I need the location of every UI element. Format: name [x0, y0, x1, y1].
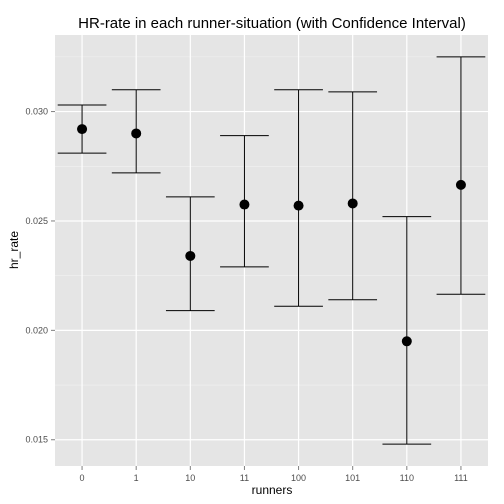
x-tick-label: 100 — [291, 473, 306, 483]
y-tick-label: 0.015 — [25, 435, 48, 445]
x-tick-label: 101 — [345, 473, 360, 483]
data-point — [293, 200, 304, 211]
data-point — [239, 199, 250, 210]
data-point — [401, 336, 412, 347]
x-tick-label: 10 — [185, 473, 195, 483]
data-point — [347, 198, 358, 209]
data-point — [455, 179, 466, 190]
y-tick-label: 0.025 — [25, 216, 48, 226]
x-tick-label: 110 — [400, 473, 414, 483]
x-axis: 0 1 10 11 100 101 110 111 — [80, 466, 468, 483]
data-point — [185, 250, 196, 261]
error-bars — [57, 56, 486, 445]
x-tick-label: 111 — [454, 473, 468, 483]
data-point — [77, 124, 88, 135]
y-axis: 0.015 0.020 0.025 0.030 — [25, 107, 55, 445]
y-axis-title: hr_rate — [7, 231, 21, 269]
x-tick-label: 1 — [134, 473, 139, 483]
plot-panel — [55, 35, 488, 466]
x-tick-label: 11 — [240, 473, 249, 483]
x-tick-label: 0 — [80, 473, 85, 483]
y-tick-label: 0.020 — [25, 325, 48, 335]
data-point — [131, 128, 142, 139]
chart-title: HR-rate in each runner-situation (with C… — [78, 15, 466, 32]
x-axis-title: runners — [252, 483, 293, 497]
data-points — [77, 124, 466, 347]
y-tick-label: 0.030 — [25, 107, 48, 117]
